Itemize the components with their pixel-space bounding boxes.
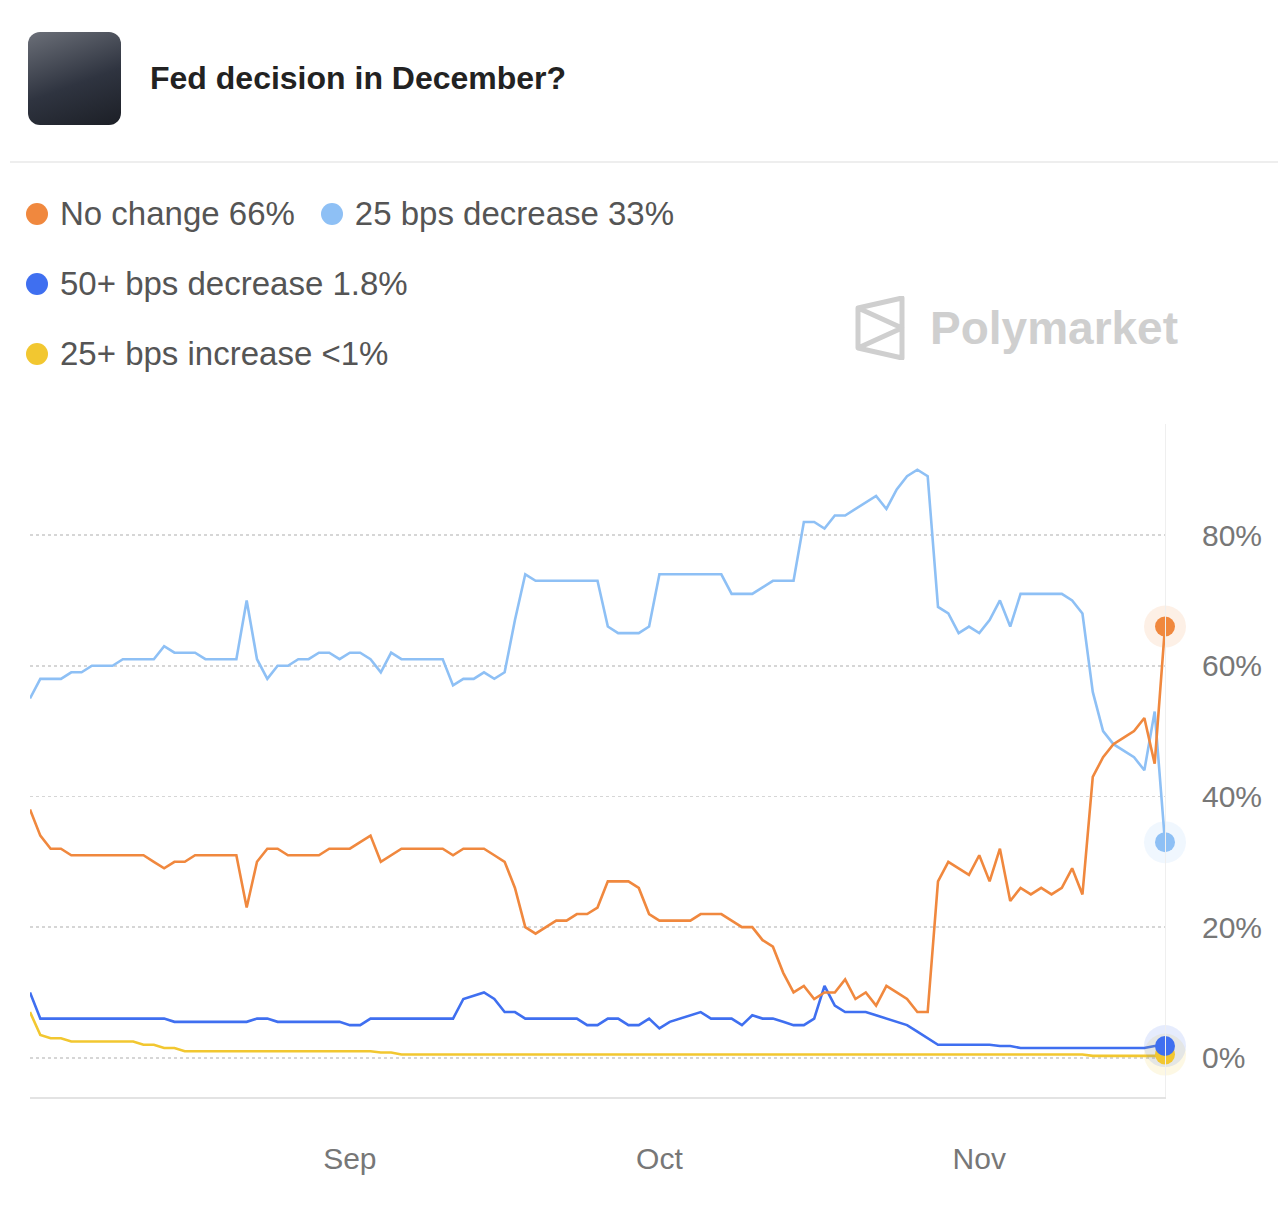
svg-text:Oct: Oct	[636, 1142, 683, 1175]
html-text:25 bps decrease 33%: 25 bps decrease 33%	[354, 195, 675, 232]
html-text:Polymarket: Polymarket	[930, 302, 1178, 354]
html-text:No change 66%: No change 66%	[60, 195, 295, 232]
svg-text:80%: 80%	[1202, 519, 1262, 552]
html-text:50+ bps decrease 1.8%: 50+ bps decrease 1.8%	[60, 265, 408, 302]
svg-text:40%: 40%	[1202, 780, 1262, 813]
svg-text:60%: 60%	[1202, 649, 1262, 682]
svg-text:20%: 20%	[1202, 911, 1262, 944]
html-text:Fed decision in December?: Fed decision in December?	[150, 60, 567, 96]
html-text:25+ bps increase <1%: 25+ bps increase <1%	[60, 335, 389, 372]
svg-text:Sep: Sep	[323, 1142, 376, 1175]
svg-text:Nov: Nov	[953, 1142, 1006, 1175]
svg-text:0%: 0%	[1202, 1041, 1245, 1074]
